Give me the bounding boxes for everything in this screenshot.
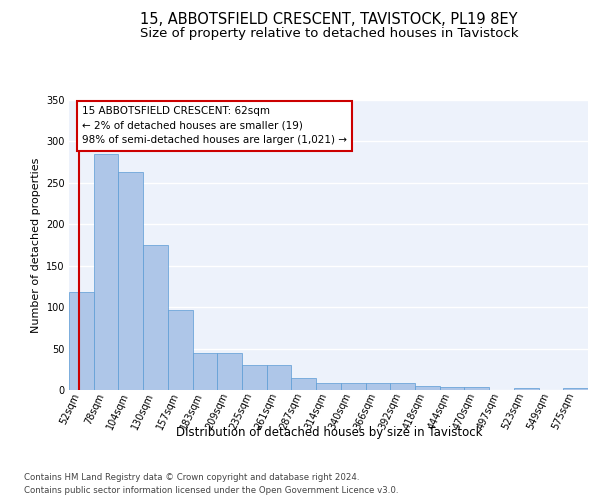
Bar bbox=[316, 384, 341, 390]
Bar bbox=[118, 172, 143, 390]
Text: Contains HM Land Registry data © Crown copyright and database right 2024.: Contains HM Land Registry data © Crown c… bbox=[24, 472, 359, 482]
Bar bbox=[341, 384, 365, 390]
Bar bbox=[143, 245, 168, 390]
Bar bbox=[69, 292, 94, 390]
Bar bbox=[242, 365, 267, 390]
Bar bbox=[563, 388, 588, 390]
Bar bbox=[267, 365, 292, 390]
Text: Size of property relative to detached houses in Tavistock: Size of property relative to detached ho… bbox=[140, 28, 518, 40]
Bar bbox=[514, 388, 539, 390]
Bar bbox=[415, 386, 440, 390]
Text: Contains public sector information licensed under the Open Government Licence v3: Contains public sector information licen… bbox=[24, 486, 398, 495]
Text: 15, ABBOTSFIELD CRESCENT, TAVISTOCK, PL19 8EY: 15, ABBOTSFIELD CRESCENT, TAVISTOCK, PL1… bbox=[140, 12, 518, 28]
Bar bbox=[440, 386, 464, 390]
Bar bbox=[464, 386, 489, 390]
Y-axis label: Number of detached properties: Number of detached properties bbox=[31, 158, 41, 332]
Text: 15 ABBOTSFIELD CRESCENT: 62sqm
← 2% of detached houses are smaller (19)
98% of s: 15 ABBOTSFIELD CRESCENT: 62sqm ← 2% of d… bbox=[82, 106, 347, 146]
Bar bbox=[292, 378, 316, 390]
Bar bbox=[390, 382, 415, 390]
Bar bbox=[94, 154, 118, 390]
Bar bbox=[365, 382, 390, 390]
Bar bbox=[168, 310, 193, 390]
Bar bbox=[217, 352, 242, 390]
Bar bbox=[193, 352, 217, 390]
Text: Distribution of detached houses by size in Tavistock: Distribution of detached houses by size … bbox=[176, 426, 482, 439]
